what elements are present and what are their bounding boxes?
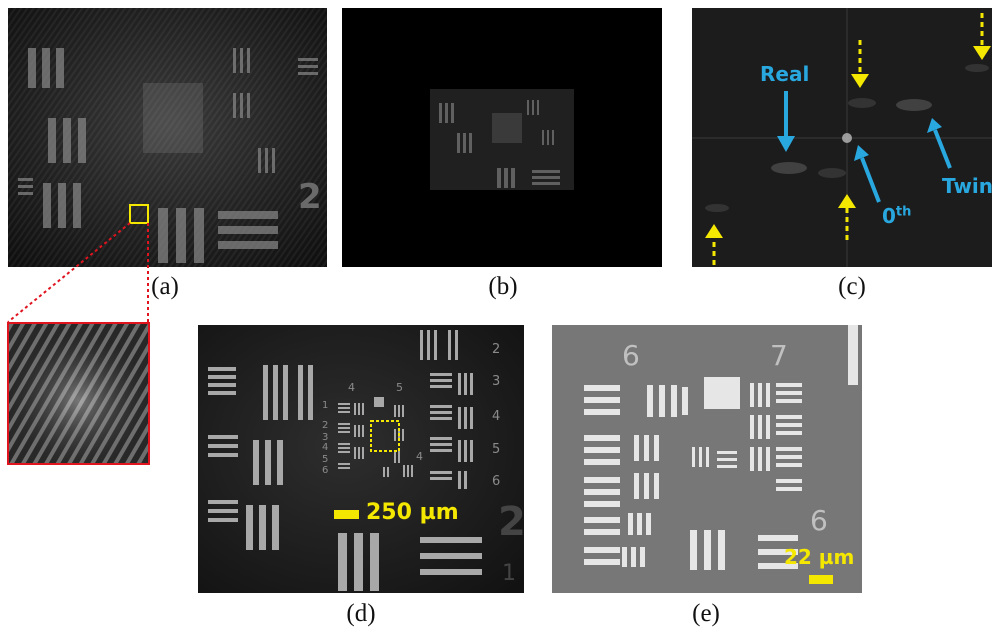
panel-c-fourier-spectrum: Real Twin 0th (692, 8, 992, 267)
scale-bar-label: 250 µm (366, 500, 459, 525)
scale-bar (809, 575, 833, 584)
caption-d: (d) (331, 600, 391, 628)
group-number: 5 (322, 454, 328, 465)
caption-e: (e) (676, 600, 736, 628)
scale-bar-label: 22 µm (784, 545, 854, 569)
real-label: Real (760, 62, 809, 86)
group-number: 1 (322, 400, 328, 411)
group-number: 6 (810, 504, 828, 537)
group-number: 6 (322, 465, 328, 476)
group-number: 2 (322, 420, 328, 431)
group-number: 4 (416, 450, 423, 463)
zero-order-label: 0th (882, 204, 911, 228)
reconstruction-image: 2 3 4 5 6 1 4 5 2 3 4 5 6 4 2 1 (198, 325, 524, 593)
group-number: 5 (396, 381, 403, 394)
caption-c: (c) (822, 273, 882, 301)
group-number: 4 (322, 442, 328, 453)
panel-e-magnified-reconstruction: 6 7 6 22 µm (552, 325, 862, 593)
panel-d-reconstruction: 2 3 4 5 6 1 4 5 2 3 4 5 6 4 2 1 250 µm (198, 325, 524, 593)
spectrum-image (692, 8, 992, 267)
caption-b: (b) (473, 273, 533, 301)
fringe-pattern-image (9, 324, 148, 463)
twin-label: Twin (942, 174, 992, 198)
group-number: 7 (770, 339, 788, 372)
group-number: 1 (502, 561, 516, 586)
panel-b-padded-image (342, 8, 662, 267)
group-number: 6 (622, 339, 640, 372)
group-number: 2 (498, 499, 524, 545)
scale-bar (334, 510, 359, 519)
group-number: 5 (492, 442, 500, 457)
group-number: 4 (348, 381, 355, 394)
zoom-inset (7, 322, 150, 465)
group-number: 6 (492, 474, 500, 489)
group-number: 3 (492, 374, 500, 389)
group-number: 2 (492, 342, 500, 357)
centered-hologram-image (342, 8, 662, 267)
group-number: 4 (492, 409, 500, 424)
